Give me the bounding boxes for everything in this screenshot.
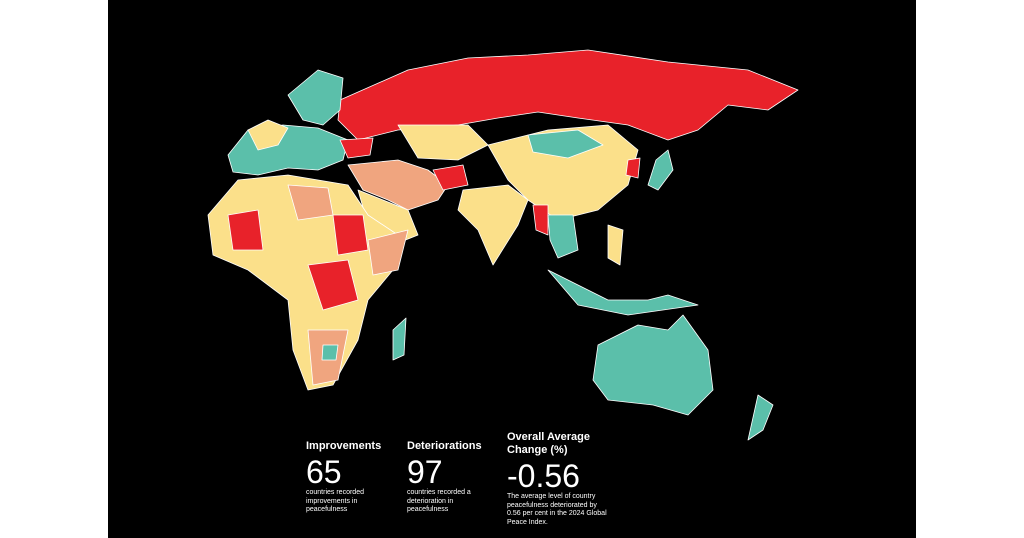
region: [607, 224, 624, 266]
stat-description: The average level of country peacefulnes…: [507, 493, 607, 526]
world-map: [207, 49, 799, 441]
stat-description: countries recorded improvements in peace…: [306, 489, 364, 513]
stat-block: Improvements 65 countries recorded impro…: [306, 440, 406, 515]
region: [457, 184, 529, 266]
region: [287, 69, 344, 126]
region: [227, 124, 349, 176]
region: [487, 124, 639, 221]
region: [332, 214, 369, 256]
map-panel: Improvements 65 countries recorded impro…: [108, 0, 916, 538]
region: [227, 209, 264, 251]
region: [392, 317, 407, 361]
region: [625, 157, 641, 179]
region: [547, 214, 579, 259]
region: [647, 149, 674, 191]
stat-heading: Improvements: [306, 440, 382, 452]
stat-value: 65: [306, 454, 342, 490]
region: [532, 204, 549, 236]
region: [367, 229, 409, 276]
region: [527, 129, 604, 159]
region: [432, 164, 469, 191]
stat-heading: Overall Average Change (%): [507, 431, 590, 456]
region: [747, 394, 774, 441]
stat-value: 97: [407, 454, 443, 490]
region: [547, 269, 699, 316]
region: [307, 259, 359, 311]
region: [397, 124, 489, 161]
region: [347, 159, 449, 211]
region: [592, 314, 714, 416]
stat-block: Overall Average Change (%) -0.56 The ave…: [507, 431, 617, 527]
region: [339, 137, 374, 159]
stat-description: countries recorded a deterioration in pe…: [407, 489, 471, 513]
stat-value: -0.56: [507, 458, 580, 494]
stat-block: Deteriorations 97 countries recorded a d…: [407, 440, 507, 515]
stat-heading: Deteriorations: [407, 440, 482, 452]
region: [247, 119, 289, 151]
region: [321, 344, 339, 361]
